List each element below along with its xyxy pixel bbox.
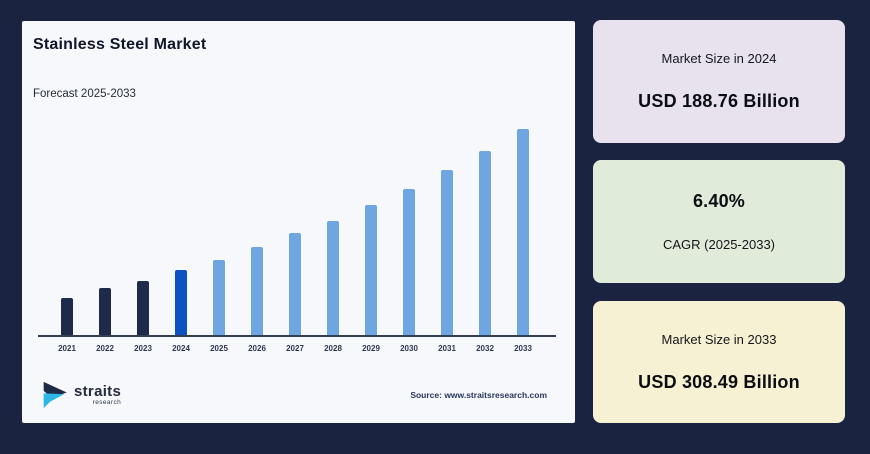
x-tick-label-2026: 2026 bbox=[248, 344, 266, 353]
bar-slot-2032 bbox=[466, 121, 504, 336]
x-tick-label-2022: 2022 bbox=[96, 344, 114, 353]
x-tick-label-2032: 2032 bbox=[476, 344, 494, 353]
side-panels: Market Size in 2024 USD 188.76 Billion 6… bbox=[593, 0, 845, 454]
bar-2033 bbox=[517, 129, 529, 336]
x-tick-label-2023: 2023 bbox=[134, 344, 152, 353]
bar-2022 bbox=[99, 288, 111, 336]
bar-2027 bbox=[289, 233, 301, 336]
panel-2033-label: Market Size in 2033 bbox=[661, 331, 777, 347]
x-axis-line bbox=[38, 335, 556, 337]
x-axis-tick-labels: 2021 2022 2023 2024 2025 2026 2027 2028 2029 2030… bbox=[48, 344, 542, 353]
bar-2026 bbox=[251, 247, 263, 336]
chart-title: Stainless Steel Market bbox=[33, 36, 207, 53]
bar-slot-2026 bbox=[238, 121, 276, 336]
bar-chart: 2021 2022 2023 2024 2025 2026 2027 2028 2029 2030… bbox=[38, 121, 556, 371]
panel-market-size-2033: Market Size in 2033 USD 308.49 Billion bbox=[593, 301, 845, 423]
bars-row bbox=[48, 121, 542, 336]
panel-2024-label: Market Size in 2024 bbox=[661, 51, 777, 66]
source-text: Source: www.straitsresearch.com bbox=[410, 390, 547, 400]
logo-subname: research bbox=[92, 398, 122, 406]
bar-slot-2022 bbox=[86, 121, 124, 336]
x-tick-label-2031: 2031 bbox=[438, 344, 456, 353]
x-tick-label-2028: 2028 bbox=[324, 344, 342, 353]
straits-logo: straits research bbox=[42, 380, 121, 410]
bar-slot-2029 bbox=[352, 121, 390, 336]
bar-2031 bbox=[441, 170, 453, 336]
x-tick-label-2027: 2027 bbox=[286, 344, 304, 353]
bar-2024 bbox=[175, 270, 187, 336]
panel-market-size-2024: Market Size in 2024 USD 188.76 Billion bbox=[593, 20, 845, 143]
bar-2032 bbox=[479, 151, 491, 336]
bar-2023 bbox=[137, 281, 149, 336]
panel-2024-value: USD 188.76 Billion bbox=[638, 91, 800, 111]
x-tick-label-2033: 2033 bbox=[514, 344, 532, 353]
straits-logo-icon bbox=[43, 381, 67, 409]
x-tick-label-2025: 2025 bbox=[210, 344, 228, 353]
bar-2030 bbox=[403, 189, 415, 336]
x-tick-label-2029: 2029 bbox=[362, 344, 380, 353]
chart-subtitle: Forecast 2025-2033 bbox=[33, 88, 136, 100]
bar-2025 bbox=[213, 260, 225, 336]
bar-slot-2024 bbox=[162, 121, 200, 336]
bar-slot-2025 bbox=[200, 121, 238, 336]
bar-2029 bbox=[365, 205, 377, 336]
chart-card: Stainless Steel Market Forecast 2025-203… bbox=[22, 21, 575, 423]
bar-2028 bbox=[327, 221, 339, 336]
bar-slot-2027 bbox=[276, 121, 314, 336]
bar-slot-2028 bbox=[314, 121, 352, 336]
bar-slot-2030 bbox=[390, 121, 428, 336]
x-tick-label-2021: 2021 bbox=[58, 344, 76, 353]
bar-slot-2021 bbox=[48, 121, 86, 336]
card-footer: straits research Source: www.straitsrese… bbox=[42, 373, 547, 417]
bar-slot-2023 bbox=[124, 121, 162, 336]
bar-slot-2031 bbox=[428, 121, 466, 336]
bar-slot-2033 bbox=[504, 121, 542, 336]
panel-2033-value: USD 308.49 Billion bbox=[638, 371, 800, 392]
panel-cagr: 6.40% CAGR (2025-2033) bbox=[593, 160, 845, 283]
panel-cagr-label: CAGR (2025-2033) bbox=[663, 237, 775, 252]
logo-name: straits bbox=[74, 382, 122, 400]
straits-logo-text: straits research bbox=[74, 384, 121, 407]
x-tick-label-2030: 2030 bbox=[400, 344, 418, 353]
bar-2021 bbox=[61, 298, 73, 336]
x-tick-label-2024: 2024 bbox=[172, 344, 190, 353]
panel-cagr-value: 6.40% bbox=[692, 191, 746, 211]
